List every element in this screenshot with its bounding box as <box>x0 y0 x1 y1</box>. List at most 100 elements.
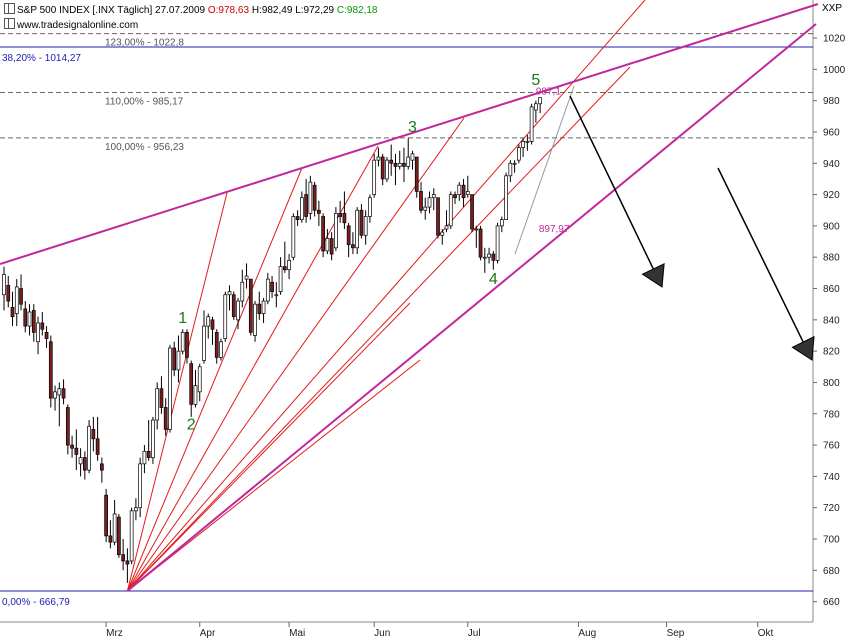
candle <box>461 178 466 208</box>
candle-body <box>100 463 104 471</box>
candle <box>521 138 525 158</box>
candle <box>410 150 415 170</box>
candle-body <box>180 332 185 352</box>
candle-body <box>482 256 487 259</box>
candle <box>163 398 168 436</box>
candle-body <box>342 213 347 224</box>
candle-body <box>223 294 228 339</box>
candle <box>151 416 155 464</box>
projection-arrow-2 <box>717 167 815 361</box>
candle-body <box>334 213 338 249</box>
candle-body <box>117 516 121 556</box>
fan-line <box>126 117 465 592</box>
candle-body <box>134 507 138 512</box>
x-tick-label: Jul <box>468 628 481 639</box>
candle-body <box>317 209 321 214</box>
candle <box>487 247 491 264</box>
fan-line <box>127 302 411 592</box>
candle-body <box>529 106 534 142</box>
wave-label: 4 <box>489 271 498 288</box>
fib-level-label: 0,00% - 666,79 <box>2 597 70 608</box>
candle <box>368 194 372 223</box>
candle <box>282 241 287 273</box>
x-tick-label: Okt <box>758 628 774 639</box>
candle-body <box>10 306 15 318</box>
candle-body <box>448 194 453 227</box>
quote-low: L:972,29 <box>295 5 335 16</box>
candle <box>389 144 394 176</box>
candle-body <box>406 156 411 167</box>
candle <box>499 216 504 233</box>
candle <box>329 232 334 261</box>
candle-body <box>410 153 415 161</box>
candle <box>172 341 177 377</box>
candle-body <box>6 285 11 302</box>
candle <box>2 266 6 311</box>
wave-label: 2 <box>187 416 196 433</box>
fib-level-label: 110,00% - 985,17 <box>105 97 184 108</box>
quote-open: O:978,63 <box>207 5 250 16</box>
candle-body <box>372 159 377 195</box>
candle-body <box>397 162 402 167</box>
candle <box>231 291 236 320</box>
candle <box>248 278 253 336</box>
candle <box>129 507 134 565</box>
candle <box>53 385 57 411</box>
candle-body <box>436 197 440 236</box>
candle <box>402 147 406 183</box>
candle-body <box>27 311 32 327</box>
candle-body <box>368 197 372 217</box>
candle-body <box>393 162 398 167</box>
candle <box>70 435 74 458</box>
candle <box>121 539 125 571</box>
candle-body <box>253 303 257 336</box>
candle <box>321 213 325 258</box>
candle-body <box>270 281 274 292</box>
candle-body <box>457 184 462 195</box>
candle-body <box>14 286 19 314</box>
candle <box>65 404 70 455</box>
candle-body <box>104 494 108 537</box>
fib-level-label: 123,00% - 1022,8 <box>105 38 184 49</box>
candle <box>380 153 385 186</box>
candle-body <box>465 191 470 195</box>
candle <box>23 301 28 333</box>
candle <box>142 445 147 474</box>
candle <box>504 172 508 220</box>
price-annotation: 897,97 <box>539 224 570 235</box>
quote-close: C:982,18 <box>336 5 378 16</box>
candle-body <box>470 194 474 230</box>
candle-body <box>423 206 428 211</box>
y-tick-label: 980 <box>823 96 840 107</box>
candle-body <box>419 191 423 211</box>
candle-body <box>244 275 249 280</box>
candle-body <box>197 366 202 393</box>
y-tick-label: 680 <box>823 566 840 577</box>
candle-body <box>295 216 300 220</box>
candle <box>261 297 266 323</box>
candle-body <box>74 447 79 455</box>
candle <box>448 191 453 230</box>
candle-body <box>380 156 385 180</box>
y-tick-label: 660 <box>823 597 840 608</box>
y-tick-label: 840 <box>823 315 840 326</box>
candle-body <box>142 450 147 465</box>
candle <box>155 382 160 430</box>
candle <box>6 275 11 308</box>
candle-body <box>125 560 130 565</box>
candle <box>189 360 194 417</box>
candle <box>440 229 445 245</box>
bar-chart-icon <box>4 3 15 14</box>
candle <box>206 313 211 339</box>
candle <box>100 457 104 483</box>
source-url: www.tradesignalonline.com <box>17 20 139 31</box>
candle <box>342 191 347 230</box>
candle-body <box>385 159 389 180</box>
y-tick-label: 920 <box>823 190 840 201</box>
candle <box>372 153 377 198</box>
wave-label: 5 <box>531 72 540 89</box>
candle <box>325 229 330 255</box>
x-tick-label: Aug <box>578 628 596 639</box>
candle-body <box>304 194 308 217</box>
